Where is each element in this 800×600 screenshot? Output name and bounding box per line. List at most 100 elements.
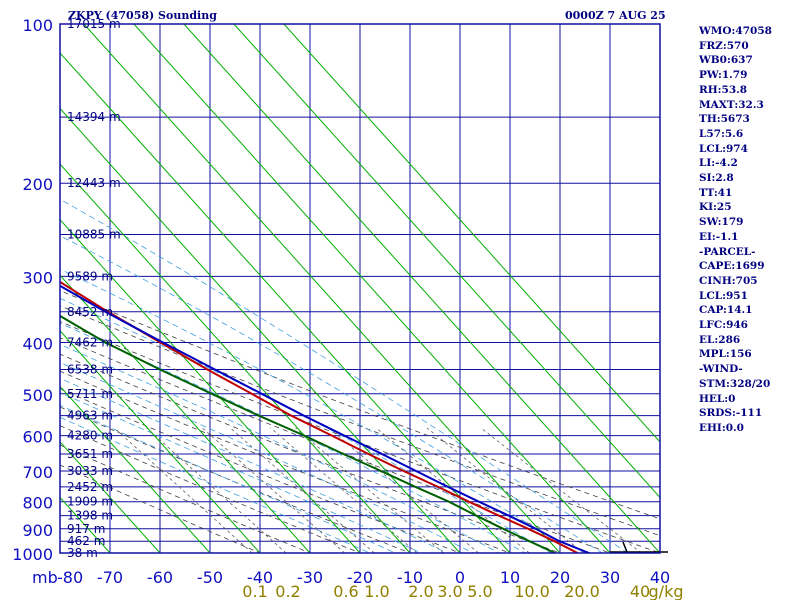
y-tick-label: 800 xyxy=(22,494,53,513)
isotherm-line xyxy=(60,163,411,553)
y-tick-label: 200 xyxy=(22,175,53,194)
y-tick-label: 600 xyxy=(22,428,53,447)
sounding-profiles xyxy=(60,280,592,553)
chart-title: ZKPY (47058) Sounding xyxy=(68,9,217,22)
mixing-ratio-line xyxy=(229,427,375,553)
x-tick-label: -50 xyxy=(197,568,223,587)
height-label: 3651 m xyxy=(67,447,113,461)
isotherm-line xyxy=(233,24,660,499)
index-item: EI:-1.1 xyxy=(699,230,739,243)
index-item: EL:286 xyxy=(699,333,741,346)
x-tick-label: -80 xyxy=(57,568,83,587)
dry-adiabat xyxy=(60,337,612,553)
dry-adiabat xyxy=(60,353,562,553)
isotherm-line xyxy=(133,24,611,553)
y-tick-label: 1000 xyxy=(12,545,53,564)
height-label: 4963 m xyxy=(67,409,113,423)
x-tick-label: 40 xyxy=(650,568,670,587)
index-item: WMO:47058 xyxy=(699,25,772,37)
x-tick-label: -10 xyxy=(397,568,423,587)
moist-adiabat xyxy=(60,392,423,553)
stability-indices-list: WMO:47058 FRZ:570 WB0:637 PW:1.79 RH:53.8 MAX… xyxy=(699,24,772,436)
x-tick-label: -30 xyxy=(297,568,323,587)
wind-barb-flag xyxy=(622,541,628,553)
y-tick-label: 500 xyxy=(22,386,53,405)
mixing-ratio-line xyxy=(201,427,346,553)
wind-barbs xyxy=(610,541,668,553)
index-item: L57:5.6 xyxy=(699,127,744,140)
sounding-series-2 xyxy=(60,314,556,553)
index-item: LCL:974 xyxy=(699,142,748,155)
mixing-ratio-line xyxy=(146,427,287,553)
isotherm-line xyxy=(60,107,461,553)
height-label: 3033 m xyxy=(67,464,113,478)
x-tick-label: -20 xyxy=(347,568,373,587)
index-item: TT:41 xyxy=(699,186,733,199)
isotherm-line xyxy=(0,24,10,553)
index-item: LI:-4.2 xyxy=(699,157,738,170)
mixing-ratio-label: 5.0 xyxy=(467,582,492,600)
index-item: CAPE:1699 xyxy=(699,260,765,273)
skewed-isotherms xyxy=(0,24,660,553)
height-label: 7462 m xyxy=(67,335,113,349)
mixing-ratio-label: g/kg xyxy=(649,582,684,600)
index-item: SRDS:-111 xyxy=(699,407,763,420)
index-item: CINH:705 xyxy=(699,274,758,287)
index-item: PW:1.79 xyxy=(699,69,748,82)
index-item: SI:2.8 xyxy=(699,172,734,185)
x-tick-label: 10 xyxy=(500,568,520,587)
moist-adiabat xyxy=(60,377,449,553)
index-item: KI:25 xyxy=(699,201,732,214)
height-label: 8452 m xyxy=(67,305,113,319)
y-tick-label: 700 xyxy=(22,463,53,482)
index-item: LCL:951 xyxy=(699,289,748,302)
x-tick-label: -40 xyxy=(247,568,273,587)
mixing-ratio-label: 3.0 xyxy=(437,582,462,600)
moist-adiabats xyxy=(60,198,629,553)
mixing-ratio-label: 2.0 xyxy=(408,582,433,600)
mixing-ratio-label: 0.6 xyxy=(333,582,358,600)
isotherm-line xyxy=(183,24,660,553)
sounding-series-1 xyxy=(60,284,592,553)
mixing-ratio-label: 1.0 xyxy=(364,582,389,600)
y-tick-label: 300 xyxy=(22,268,53,287)
height-label: 9589 m xyxy=(67,269,113,283)
index-item: LFC:946 xyxy=(699,319,748,332)
sounding-time: 0000Z 7 AUG 25 xyxy=(565,9,666,22)
mixing-ratio-line xyxy=(426,427,584,553)
isotherm-line xyxy=(60,441,161,553)
x-tick-label: -60 xyxy=(147,568,173,587)
mixing-ratio-line xyxy=(480,427,642,553)
moist-adiabat xyxy=(60,343,500,553)
mixing-ratio-label: 0.1 xyxy=(242,582,267,600)
sounding-series-0 xyxy=(60,280,578,553)
height-label: 6538 m xyxy=(67,363,113,377)
height-label: 14394 m xyxy=(67,110,121,124)
x-tick-label: -70 xyxy=(97,568,123,587)
isotherm-line xyxy=(60,330,261,553)
height-label: 12443 m xyxy=(67,176,121,190)
mixing-ratio-line xyxy=(375,427,530,553)
mixing-ratio-lines xyxy=(114,427,642,553)
y-tick-label: 400 xyxy=(22,334,53,353)
y-tick-label: 100 xyxy=(22,16,53,35)
isotherm-line xyxy=(83,24,561,553)
height-label: 462 m xyxy=(67,534,105,548)
mixing-ratio-label: 10.0 xyxy=(514,582,550,600)
index-item: EHI:0.0 xyxy=(699,421,744,434)
index-item: MPL:156 xyxy=(699,348,752,361)
index-item: CAP:14.1 xyxy=(699,304,753,317)
index-item: WB0:637 xyxy=(699,54,753,67)
x-tick-label: 0 xyxy=(455,568,465,587)
index-item: FRZ:570 xyxy=(699,39,749,52)
isotherm-line xyxy=(60,218,361,553)
index-item: -WIND- xyxy=(699,363,743,376)
y-axis-label: mb xyxy=(32,568,58,587)
dry-adiabat xyxy=(60,464,262,553)
index-item: MAXT:32.3 xyxy=(699,98,764,111)
index-item: RH:53.8 xyxy=(699,83,748,96)
dry-adiabat xyxy=(60,406,412,553)
